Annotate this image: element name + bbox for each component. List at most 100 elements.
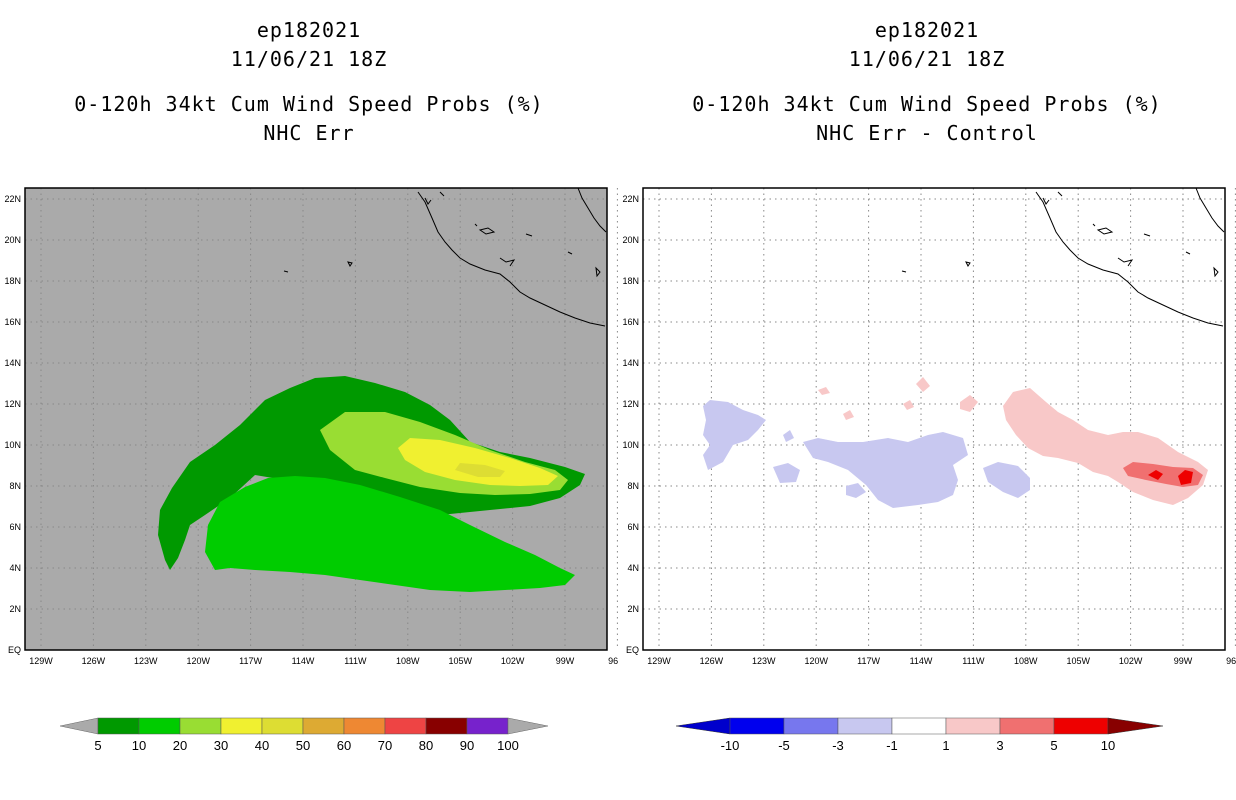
island-outline: [595, 266, 601, 278]
right-datetime: 11/06/21 18Z: [848, 47, 1006, 71]
prob-contour-30: [398, 438, 558, 486]
lon-tick-label: 102W: [1119, 656, 1143, 666]
colorbar-label: 80: [419, 738, 433, 753]
colorbar-swatch: [837, 717, 893, 735]
left-lon-labels: 129W 126W 123W 120W 117W 114W 111W 108W 105W 102W…: [29, 656, 618, 666]
colorbar-swatch: [220, 717, 263, 735]
colorbar-label: 30: [214, 738, 228, 753]
mexico-coastline: [1035, 191, 1224, 327]
left-map: EQ 2N 4N 6N 8N 10N 12N 14N 16N 18N 20N 22N 129W 126W…: [4, 187, 618, 666]
lon-tick-label: 114W: [292, 656, 315, 666]
lon-tick-label: 108W: [1014, 656, 1038, 666]
lat-tick-label: 6N: [627, 522, 639, 532]
island-outline: [901, 270, 907, 273]
lat-tick-label: 10N: [622, 440, 639, 450]
diff-neg-patch-5: [846, 483, 866, 498]
lat-tick-label: 8N: [9, 481, 21, 491]
colorbar-swatch: [425, 717, 468, 735]
left-subtitle: NHC Err: [263, 121, 355, 145]
island-outline: [1092, 223, 1096, 227]
left-colorbar: 5 10 20 30 40 50 60 70 80 90 100: [59, 717, 549, 753]
colorbar-label: 1: [942, 738, 949, 753]
right-map: EQ 2N 4N 6N 8N 10N 12N 14N 16N 18N 20N 22N 129W 126W…: [622, 187, 1236, 666]
left-coastline: [283, 187, 607, 327]
prob-contour-40: [455, 463, 505, 477]
colorbar-label: -3: [832, 738, 844, 753]
island-outline: [567, 251, 573, 255]
colorbar-swatch: [1053, 717, 1109, 735]
island-outline: [499, 257, 516, 267]
lat-tick-label: 2N: [627, 604, 639, 614]
island-outline: [965, 261, 971, 267]
colorbar-label: 100: [497, 738, 519, 753]
colorbar-label: 10: [132, 738, 146, 753]
lat-tick-label: 4N: [627, 563, 639, 573]
diff-pos-patch-6: [843, 410, 854, 420]
colorbar-label: 5: [1050, 738, 1057, 753]
lon-tick-label: 96W: [1226, 656, 1236, 666]
island-outline: [439, 191, 445, 197]
island-outline: [1143, 233, 1151, 237]
right-title-line: 0-120h 34kt Cum Wind Speed Probs (%): [692, 92, 1162, 116]
diff-pos-patch-4: [818, 387, 830, 395]
right-colorbar: -10 -5 -3 -1 1 3 5 10: [675, 717, 1164, 753]
lon-tick-label: 117W: [857, 656, 880, 666]
lon-tick-label: 99W: [1174, 656, 1193, 666]
colorbar-label: -10: [721, 738, 740, 753]
colorbar-swatch: [945, 717, 1001, 735]
lon-tick-label: 120W: [804, 656, 828, 666]
colorbar-swatch: [302, 717, 345, 735]
colorbar-right-arrow: [1107, 717, 1164, 735]
lon-tick-label: 105W: [448, 656, 472, 666]
island-outline: [1117, 257, 1134, 267]
colorbar-swatch: [97, 717, 140, 735]
mexico-coastline: [417, 191, 606, 327]
lat-tick-label: 2N: [9, 604, 21, 614]
lat-tick-label: 18N: [4, 276, 21, 286]
island-outline: [478, 227, 496, 235]
lon-tick-label: 123W: [134, 656, 158, 666]
lon-tick-label: 126W: [82, 656, 106, 666]
lat-tick-label: 12N: [4, 399, 21, 409]
right-subtitle: NHC Err - Control: [816, 121, 1038, 145]
colorbar-swatch: [343, 717, 386, 735]
prob-contour-10: [205, 476, 575, 592]
colorbar-label: 3: [996, 738, 1003, 753]
lat-tick-label: 16N: [622, 317, 639, 327]
diff-neg-patch-3: [983, 462, 1030, 498]
lat-tick-label: 20N: [622, 235, 639, 245]
lat-tick-label: EQ: [626, 645, 639, 655]
diff-neg-patch-6: [783, 430, 794, 442]
lat-tick-label: 22N: [622, 194, 639, 204]
colorbar-right-arrow: [507, 717, 549, 735]
colorbar-label: 5: [94, 738, 101, 753]
right-title-block: ep182021 11/06/21 18Z 0-120h 34kt Cum Wi…: [618, 16, 1236, 148]
colorbar-label: 60: [337, 738, 351, 753]
colorbar-label: -5: [778, 738, 790, 753]
colorbar-label: 40: [255, 738, 269, 753]
lon-tick-label: 102W: [501, 656, 525, 666]
left-map-frame: [24, 187, 608, 651]
island-outline: [1057, 191, 1063, 197]
lon-tick-label: 114W: [910, 656, 933, 666]
right-storm-id: ep182021: [874, 18, 980, 42]
colorbar-label: 50: [296, 738, 310, 753]
left-title-block: ep182021 11/06/21 18Z 0-120h 34kt Cum Wi…: [0, 16, 618, 148]
lon-tick-label: 96W: [608, 656, 618, 666]
colorbar-label: 90: [460, 738, 474, 753]
island-outline: [1213, 266, 1219, 278]
lat-tick-label: 12N: [622, 399, 639, 409]
colorbar-swatch: [179, 717, 222, 735]
lon-tick-label: 126W: [700, 656, 724, 666]
island-outline: [283, 270, 289, 273]
colorbar-swatch: [138, 717, 181, 735]
lon-tick-label: 111W: [962, 656, 985, 666]
colorbar-label: 20: [173, 738, 187, 753]
colorbar-label: -1: [886, 738, 898, 753]
lon-tick-label: 129W: [647, 656, 671, 666]
island-outline: [1185, 251, 1191, 255]
colorbar-swatch: [261, 717, 304, 735]
lon-tick-label: 99W: [556, 656, 575, 666]
gulf-coastline: [1195, 187, 1225, 233]
lon-tick-label: 105W: [1066, 656, 1090, 666]
